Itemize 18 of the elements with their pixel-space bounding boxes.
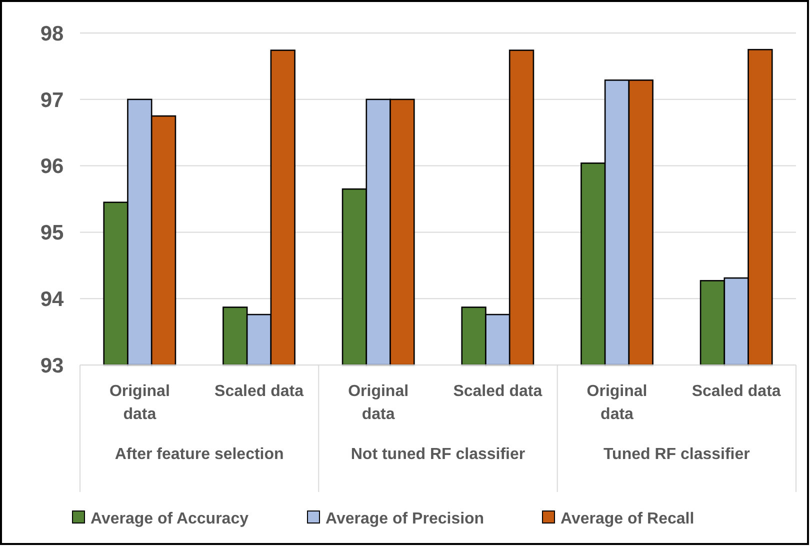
text: Not tuned RF classifier <box>350 446 526 463</box>
y-tick-label: 94 <box>40 288 64 311</box>
y-tick-label: 98 <box>40 22 64 46</box>
y-tick-label: 93 <box>40 354 64 378</box>
y-tick-label: 97 <box>40 88 64 112</box>
legend-label: Average of Recall <box>560 510 694 528</box>
text: Tuned RF classifier <box>603 446 750 463</box>
x-tick-label: Scaled data <box>453 383 542 400</box>
x-tick-label: Original data <box>109 383 170 423</box>
text: After feature selection <box>114 446 284 463</box>
legend-label: Average of Accuracy <box>90 510 249 528</box>
x-tick-label: Scaled data <box>692 383 781 400</box>
x-tick-label: Original data <box>348 383 409 423</box>
legend-label: Average of Precision <box>326 510 484 528</box>
y-tick-label: 96 <box>40 155 64 178</box>
y-tick-label: 95 <box>40 222 64 245</box>
x-tick-label: Scaled data <box>214 383 304 400</box>
x-tick-label: Original data <box>586 383 648 423</box>
